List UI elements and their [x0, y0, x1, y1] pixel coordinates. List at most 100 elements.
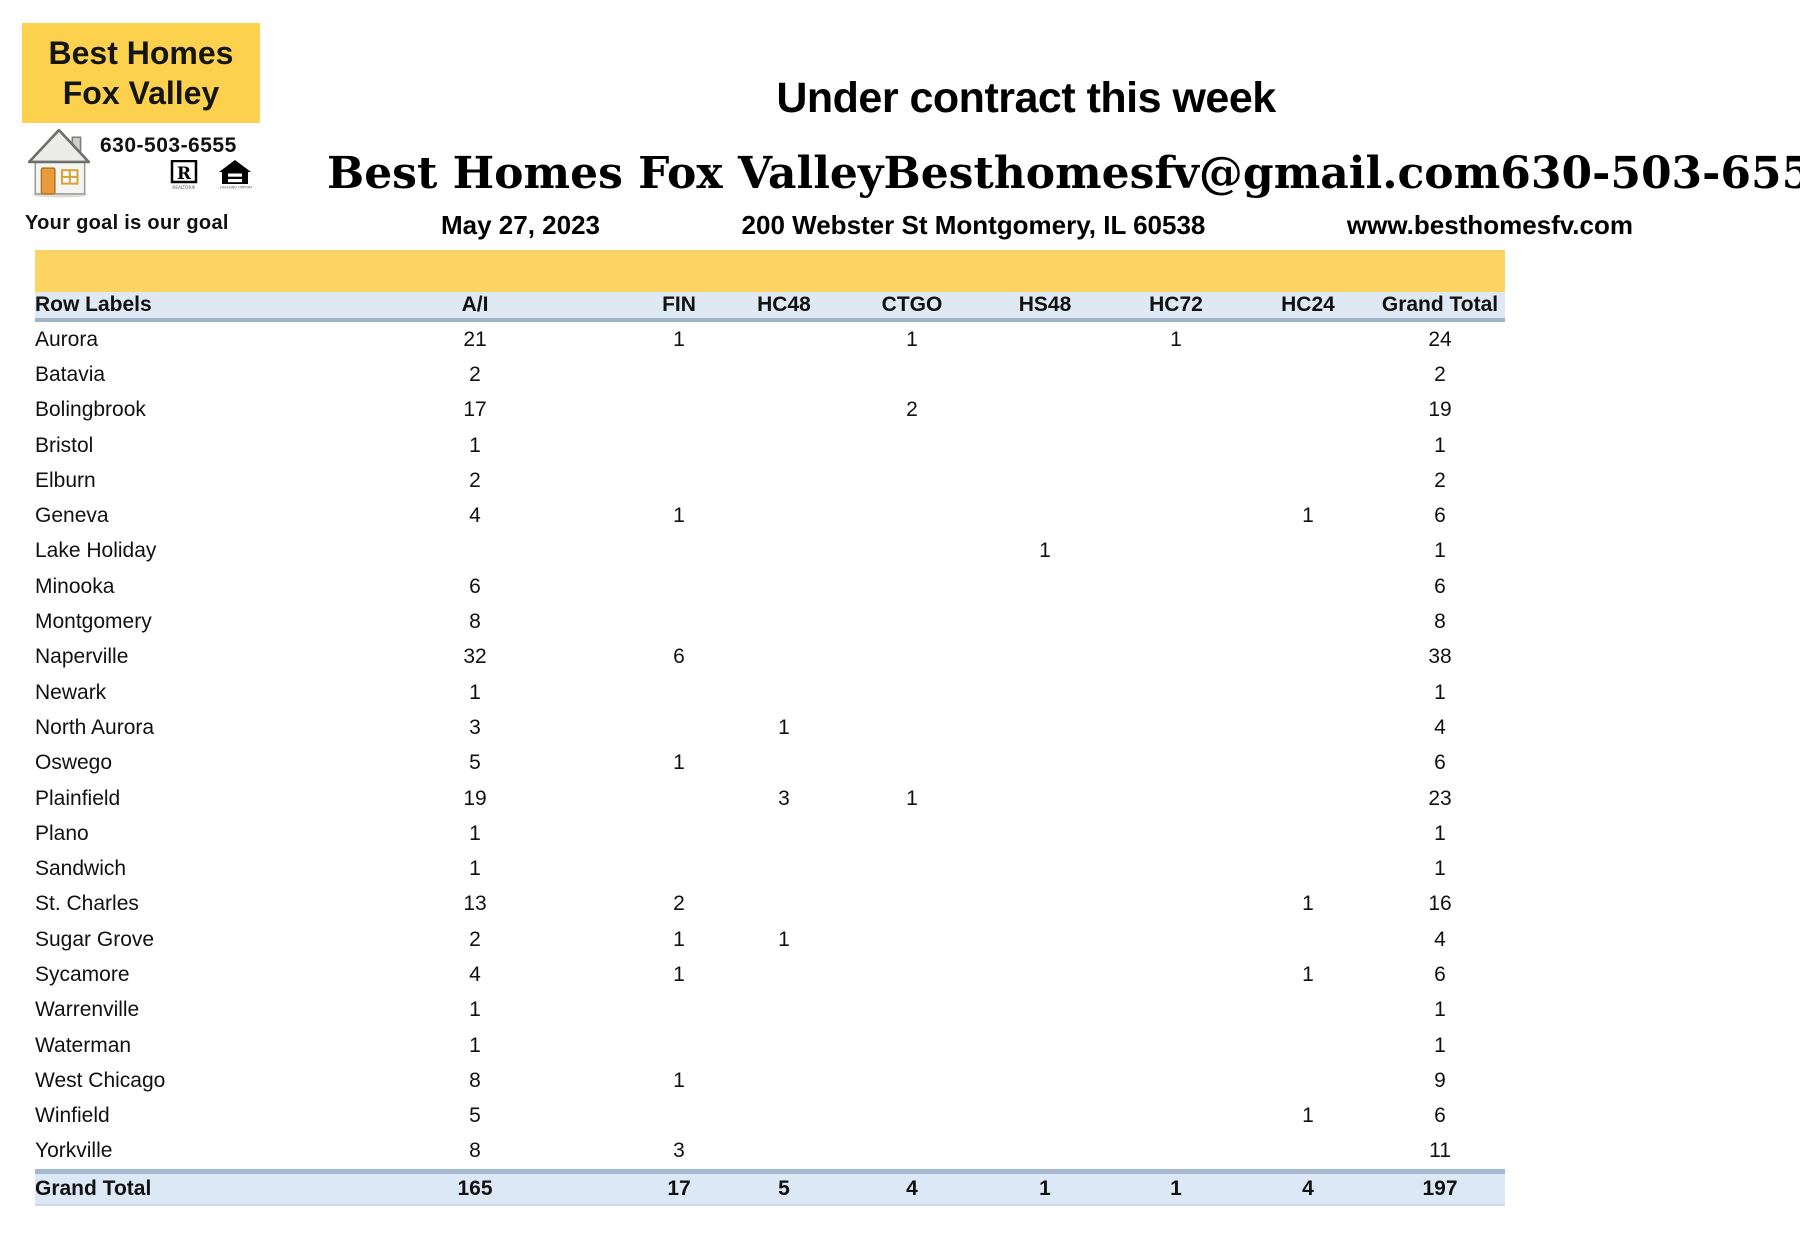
table-cell: 1: [1302, 1104, 1314, 1128]
svg-text:R: R: [177, 164, 192, 184]
table-cell: [979, 993, 1111, 1028]
table-cell: [1241, 1028, 1375, 1063]
table-cell: 6: [1434, 574, 1446, 598]
table-cell: [635, 604, 723, 639]
table-cell: [979, 1099, 1111, 1134]
table-row-bolingbrook: Bolingbrook 17 2 19: [35, 393, 1505, 428]
table-cell: 1: [1170, 327, 1182, 351]
table-cell: [723, 816, 845, 851]
table-cell: [845, 993, 979, 1028]
table-cell: 8: [469, 1139, 481, 1163]
row-label: Minooka: [35, 574, 115, 598]
table-cell: 1: [469, 821, 481, 845]
table-cell: [845, 1028, 979, 1063]
table-cell: [1241, 922, 1375, 957]
table-cell: 1: [673, 504, 685, 528]
logo-name-line1: Best Homes: [48, 35, 234, 71]
table-cell: 13: [463, 892, 487, 916]
table-cell: [1111, 887, 1241, 922]
table-cell: [1241, 851, 1375, 886]
table-cell: [1241, 428, 1375, 463]
table-cell: [1111, 393, 1241, 428]
table-cell: 2: [469, 468, 481, 492]
table-cell: [845, 675, 979, 710]
row-label: North Aurora: [35, 715, 155, 739]
table-cell: [1111, 710, 1241, 745]
table-row-oswego: Oswego 5 1 6: [35, 746, 1505, 781]
table-cell: 1: [673, 927, 685, 951]
table-row-newark: Newark 1 1: [35, 675, 1505, 710]
table-cell: [315, 534, 635, 569]
table-cell: 2: [1434, 468, 1446, 492]
table-cell: [723, 428, 845, 463]
table-row-waterman: Waterman 1 1: [35, 1028, 1505, 1063]
table-cell: [1241, 816, 1375, 851]
table-cell: [635, 534, 723, 569]
table-cell: [635, 357, 723, 392]
table-cell: [635, 1099, 723, 1134]
table-cell: 1: [1434, 821, 1446, 845]
row-label: Waterman: [35, 1033, 132, 1057]
under-contract-table: Row Labels A/I FIN HC48 CTGO HS48 HC72 HC24 Gran…: [35, 292, 1505, 1207]
table-cell: [1241, 320, 1375, 357]
table-cell: [1111, 781, 1241, 816]
table-cell: [1111, 498, 1241, 533]
row-label: Newark: [35, 680, 107, 704]
page-title: Under contract this week: [776, 74, 1276, 122]
table-cell: [979, 498, 1111, 533]
table-cell: 5: [469, 1104, 481, 1128]
table-row-sandwich: Sandwich 1 1: [35, 851, 1505, 886]
table-cell: 1: [1434, 433, 1446, 457]
table-cell: 1: [778, 927, 790, 951]
table-cell: [979, 463, 1111, 498]
table-cell: [979, 357, 1111, 392]
table-cell: [1241, 393, 1375, 428]
table-cell: 1: [1302, 504, 1314, 528]
row-label: St. Charles: [35, 892, 139, 916]
grand-total-cell: 17: [635, 1169, 723, 1207]
row-label: Lake Holiday: [35, 539, 157, 563]
table-row-minooka: Minooka 6 6: [35, 569, 1505, 604]
table-row-bristol: Bristol 1 1: [35, 428, 1505, 463]
table-cell: 1: [469, 998, 481, 1022]
table-row-aurora: Aurora 21 1 1 1 24: [35, 320, 1505, 357]
table-cell: [1111, 463, 1241, 498]
table-cell: [845, 710, 979, 745]
table-cell: 1: [469, 680, 481, 704]
table-row-sycamore: Sycamore 4 1 1 6: [35, 957, 1505, 992]
table-cell: [723, 675, 845, 710]
table-cell: 1: [1302, 962, 1314, 986]
table-cell: [635, 428, 723, 463]
company-logo: Best Homes Fox Valley: [22, 23, 260, 123]
table-cell: [723, 1028, 845, 1063]
row-label: Yorkville: [35, 1139, 113, 1163]
table-cell: [845, 957, 979, 992]
column-header-row-labels: Row Labels: [35, 292, 315, 322]
table-cell: 1: [1434, 857, 1446, 881]
grand-total-cell: 1: [1111, 1169, 1241, 1207]
row-label: Sandwich: [35, 857, 127, 881]
table-cell: [979, 887, 1111, 922]
table-cell: [635, 710, 723, 745]
table-cell: [723, 746, 845, 781]
table-row-lake-holiday: Lake Holiday 1 1: [35, 534, 1505, 569]
logo-phone: 630-503-6555: [100, 134, 237, 157]
table-row-elburn: Elburn 2 2: [35, 463, 1505, 498]
table-cell: [979, 781, 1111, 816]
table-cell: 2: [469, 927, 481, 951]
logo-name-line2: Fox Valley: [62, 75, 220, 111]
table-cell: [845, 569, 979, 604]
table-cell: 1: [1434, 1033, 1446, 1057]
table-cell: [1111, 604, 1241, 639]
table-cell: [1111, 534, 1241, 569]
table-cell: 16: [1428, 892, 1452, 916]
table-cell: 11: [1429, 1139, 1451, 1163]
table-cell: 1: [1434, 680, 1446, 704]
company-email: Besthomesfv@gmail.com: [883, 148, 1501, 199]
grand-total-cell: 4: [1241, 1169, 1375, 1207]
table-row-naperville: Naperville 32 6 38: [35, 640, 1505, 675]
table-cell: 4: [469, 504, 481, 528]
table-row-plainfield: Plainfield 19 3 1 23: [35, 781, 1505, 816]
table-cell: [635, 463, 723, 498]
table-cell: 8: [1434, 610, 1446, 634]
